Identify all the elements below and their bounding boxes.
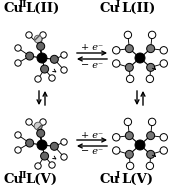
Circle shape [147, 132, 155, 140]
Circle shape [40, 32, 46, 38]
Circle shape [160, 147, 167, 154]
Text: − e⁻: − e⁻ [81, 147, 103, 156]
Circle shape [61, 52, 67, 58]
Circle shape [35, 76, 41, 82]
Circle shape [15, 45, 21, 51]
Circle shape [113, 134, 120, 141]
Circle shape [37, 129, 45, 137]
Circle shape [37, 42, 45, 50]
Circle shape [26, 32, 32, 38]
Circle shape [61, 67, 67, 73]
Text: L(II): L(II) [121, 2, 155, 15]
Circle shape [125, 132, 133, 140]
Circle shape [160, 60, 167, 67]
Circle shape [50, 55, 58, 63]
Text: Cu: Cu [3, 173, 23, 186]
Text: II: II [19, 0, 28, 9]
Circle shape [41, 152, 49, 160]
Circle shape [148, 31, 156, 39]
Circle shape [126, 75, 134, 83]
Text: Cu: Cu [100, 2, 120, 15]
Circle shape [124, 118, 132, 126]
Circle shape [35, 163, 41, 169]
Circle shape [26, 52, 34, 60]
Circle shape [49, 162, 55, 168]
Circle shape [146, 75, 154, 83]
Circle shape [135, 140, 145, 150]
Text: L(II): L(II) [25, 2, 59, 15]
Circle shape [37, 53, 47, 63]
Text: I: I [116, 171, 120, 180]
Text: L(V): L(V) [121, 173, 153, 186]
Circle shape [61, 154, 67, 160]
Circle shape [15, 147, 21, 153]
Circle shape [61, 139, 67, 145]
Circle shape [147, 63, 155, 71]
Text: + e⁻: + e⁻ [81, 43, 103, 53]
Circle shape [125, 45, 133, 53]
Circle shape [15, 60, 21, 66]
Circle shape [147, 45, 155, 53]
Circle shape [26, 119, 32, 125]
Circle shape [124, 31, 132, 39]
Circle shape [50, 142, 58, 150]
Circle shape [41, 65, 49, 73]
Circle shape [49, 75, 55, 81]
Circle shape [37, 140, 47, 150]
Circle shape [148, 118, 156, 126]
Circle shape [26, 139, 34, 147]
Text: − e⁻: − e⁻ [81, 60, 103, 70]
Circle shape [147, 150, 155, 158]
Circle shape [113, 60, 120, 67]
Circle shape [126, 162, 134, 170]
Circle shape [34, 35, 42, 43]
Text: Cu: Cu [100, 173, 120, 186]
Circle shape [113, 147, 120, 154]
Circle shape [125, 63, 133, 71]
Text: + e⁻: + e⁻ [81, 130, 103, 139]
Circle shape [160, 134, 167, 141]
Circle shape [34, 122, 42, 130]
Circle shape [146, 162, 154, 170]
Circle shape [113, 47, 120, 54]
Text: I: I [116, 0, 120, 9]
Circle shape [40, 119, 46, 125]
Text: L(V): L(V) [25, 173, 57, 186]
Text: II: II [19, 171, 28, 180]
Text: Cu: Cu [3, 2, 23, 15]
Circle shape [160, 47, 167, 54]
Circle shape [135, 53, 145, 63]
Circle shape [125, 150, 133, 158]
Circle shape [15, 132, 21, 138]
